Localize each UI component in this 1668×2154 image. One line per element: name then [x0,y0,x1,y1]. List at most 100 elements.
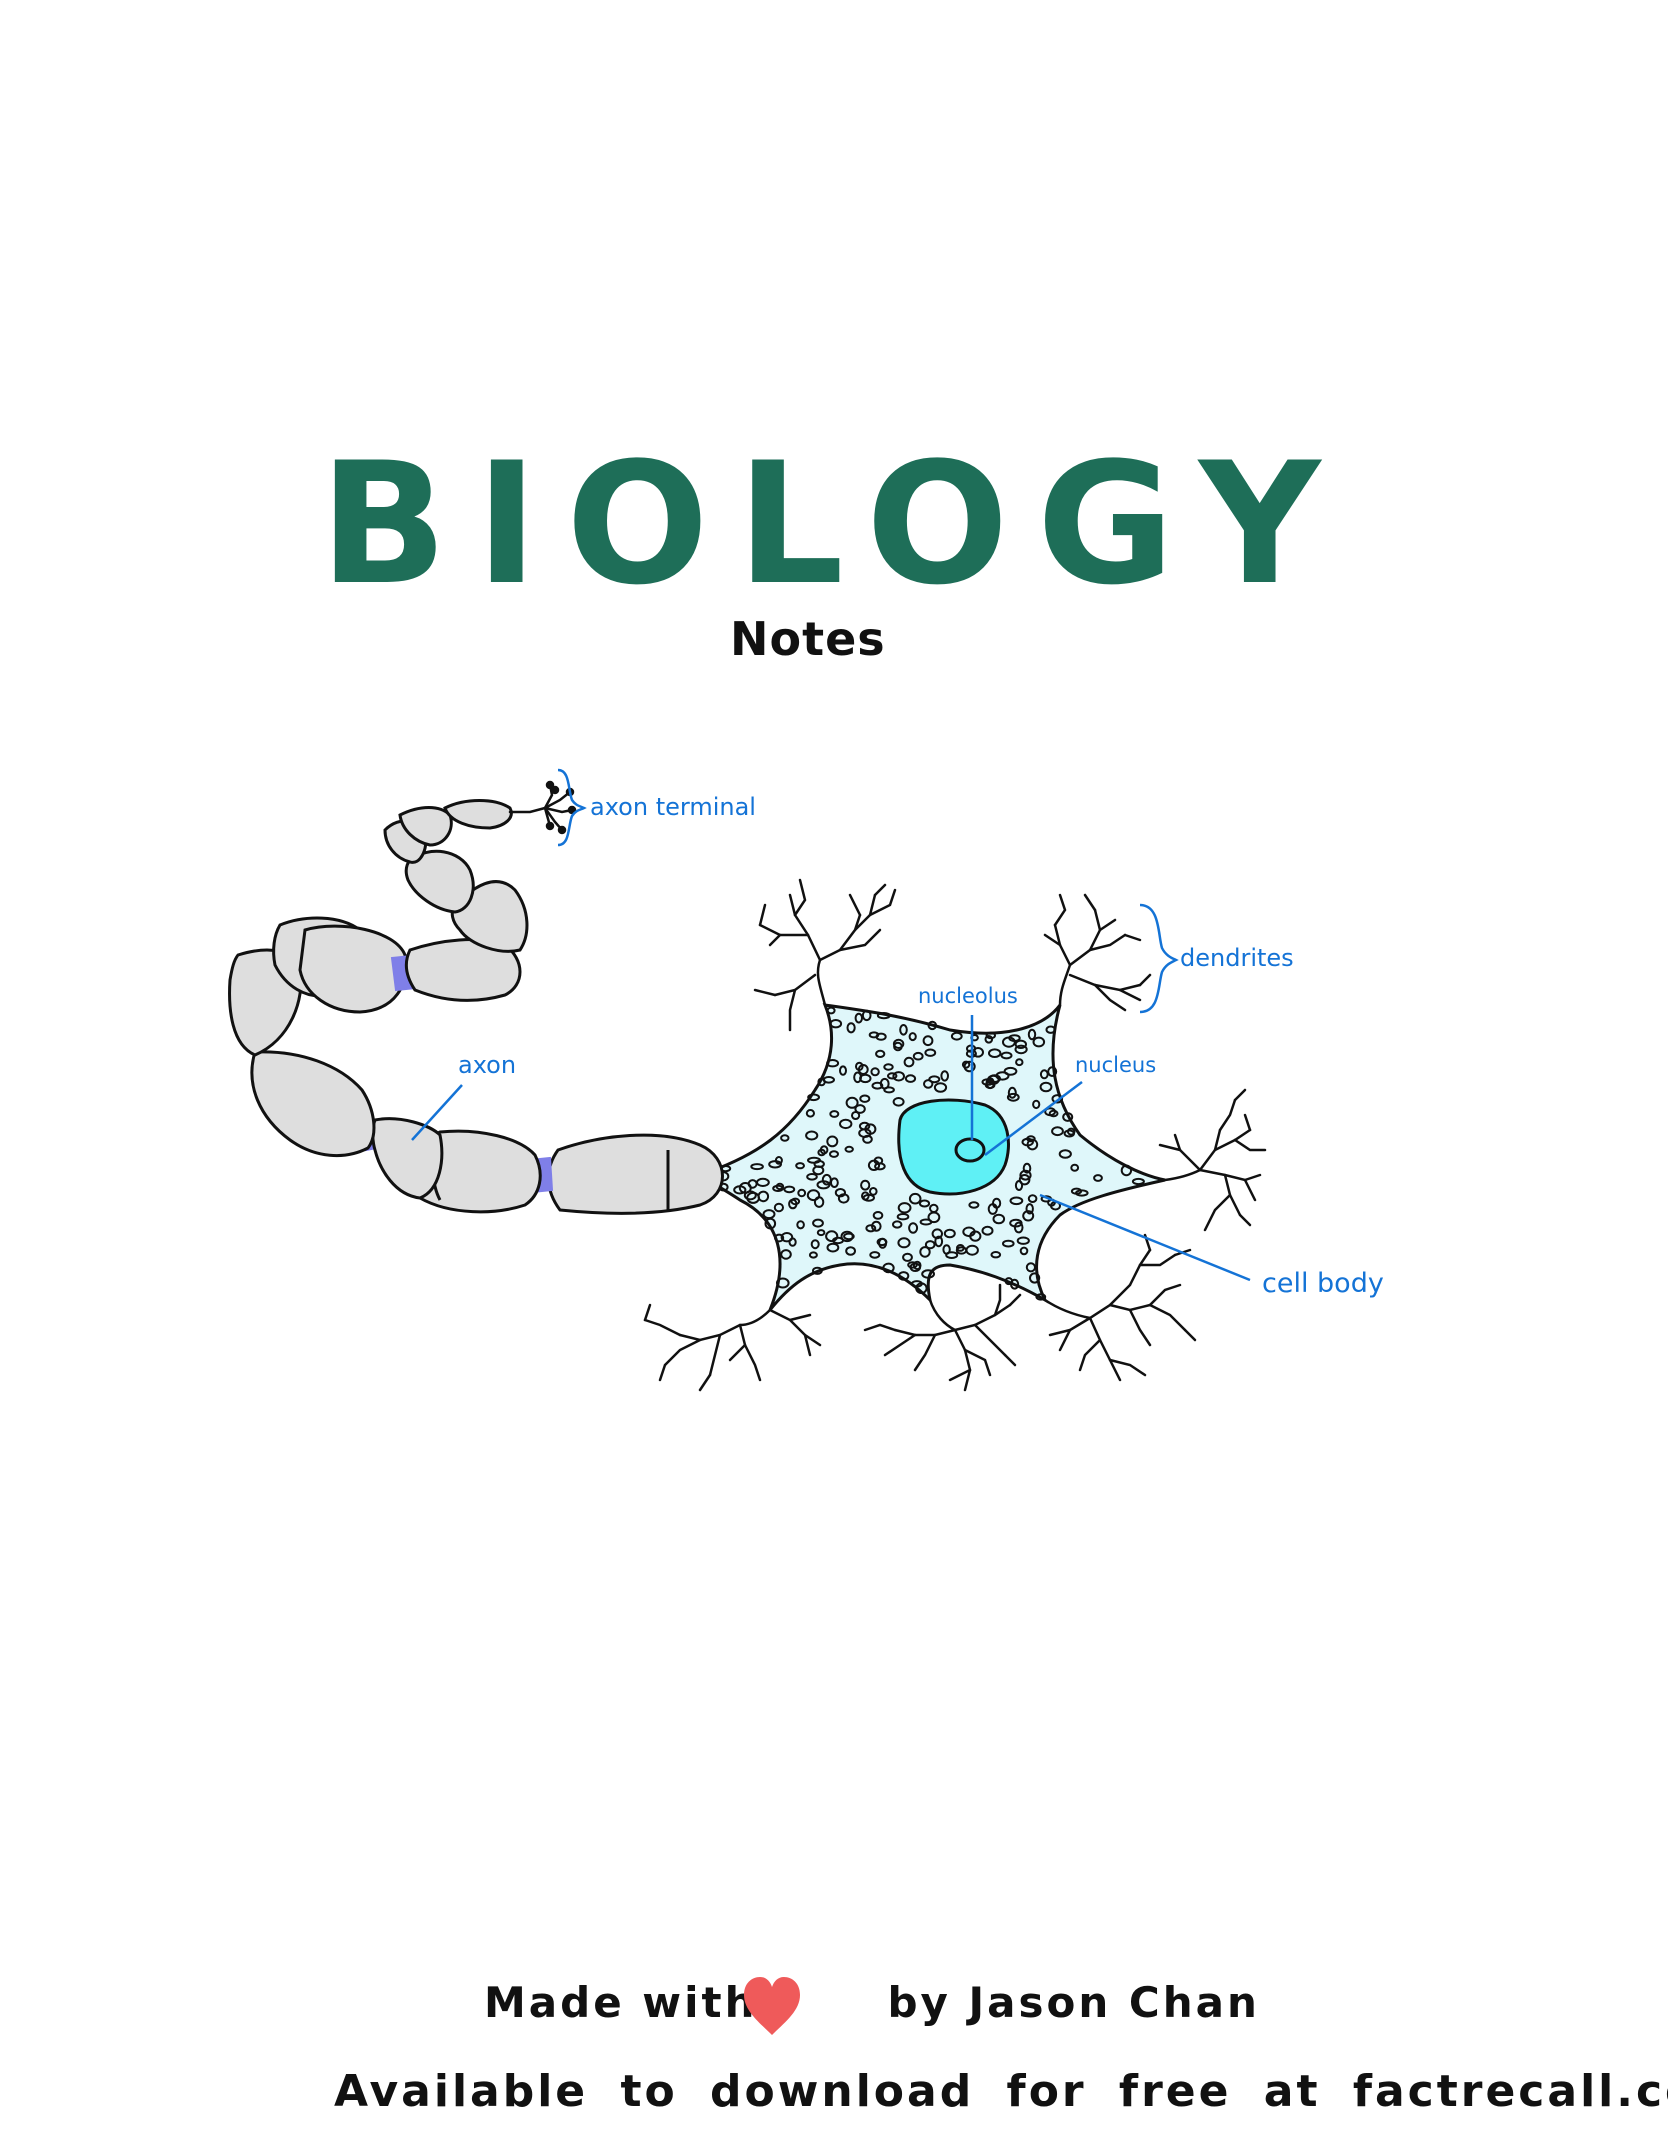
cytoplasm-speckle [1066,1127,1076,1136]
cytoplasm-speckle [903,1056,915,1068]
cytoplasm-speckle [908,1032,917,1042]
cytoplasm-speckle [829,1150,839,1158]
cytoplasm-speckle [918,1199,931,1208]
cytoplasm-speckle [924,1240,936,1250]
cytoplasm-speckle [869,1251,881,1259]
footer-download: Available to download for free at factre… [334,2066,1668,2117]
cytoplasm-speckle [1025,1203,1034,1215]
cytoplasm-speckle [1002,1036,1016,1048]
cytoplasm-speckle [733,1185,747,1195]
cytoplasm-speckle [795,1162,805,1170]
cytoplasm-speckle [845,1246,856,1256]
cytoplasm-speckle [892,1071,906,1082]
cytoplasm-speckle [945,1251,959,1259]
cytoplasm-speckle [969,1230,982,1242]
cytoplasm-speckle [825,1230,839,1243]
cytoplasm-speckle [797,1188,807,1198]
cytoplasm-speckle [816,1229,826,1237]
cytoplasm-speckle [1075,1189,1089,1197]
cytoplasm-speckle [1047,1066,1058,1077]
cytoplasm-speckle [806,1173,818,1181]
cytoplasm-speckle [1026,1138,1039,1151]
cytoplasm-speckle [1015,1058,1024,1067]
cytoplasm-speckle [908,1192,922,1205]
cytoplasm-speckle [837,1193,850,1204]
nucleolus [954,1137,986,1163]
heart-icon [744,1977,800,2035]
cytoplasm-speckle [1026,1135,1036,1143]
label-axon: axon [458,1051,516,1079]
cytoplasm-speckle [796,1220,805,1230]
cytoplasm-speckle [854,1012,863,1024]
cytoplasm-speckle [940,1070,950,1082]
cytoplasm-speckle [1058,1149,1072,1159]
cytoplasm-speckle [912,1051,924,1061]
cytoplasm-speckle [934,1235,944,1248]
cytoplasm-speckle [829,1110,840,1118]
cytoplasm-speckle [1014,1044,1028,1055]
cytoplasm-speckle [869,1187,878,1196]
cytoplasm-speckle [1002,1239,1015,1248]
cytoplasm-speckle [826,1006,836,1015]
cytoplasm-speckle [981,1225,994,1236]
cytoplasm-speckle [812,1266,823,1275]
cytoplasm-speckle [846,1022,856,1034]
dendrites [643,878,1267,1392]
cytoplasm-speckle [826,1242,840,1253]
cytoplasm-speckle [762,1209,776,1220]
cytoplasm-speckle [1018,1174,1031,1186]
cytoplasm-speckle [872,1211,884,1220]
cytoplasm-speckle [965,1244,979,1256]
cytoplasm-speckle [1016,1236,1030,1245]
cytoplasm-speckle [826,1135,839,1148]
cytoplasm-speckle [1051,1094,1064,1104]
cytoplasm-speckle [1093,1174,1103,1182]
cytoplasm-speckle [845,1096,859,1109]
page-subtitle: Notes [730,612,886,666]
cytoplasm-speckle [810,1239,820,1250]
cytoplasm-speckle [780,1232,794,1243]
label-nucleolus: nucleolus [918,984,1018,1008]
cytoplasm-speckle [919,1246,931,1258]
cytoplasm-speckle [806,1189,821,1202]
cytoplasm-speckle [1131,1177,1145,1186]
cytoplasm-speckle [826,1059,840,1068]
cytoplasm-speckle [1032,1036,1046,1048]
cytoplasm-speckle [1003,1066,1018,1076]
cytoplasm-speckle [768,1160,782,1169]
cytoplasm-speckle [924,1048,937,1057]
cytoplasm-speckle [813,1196,825,1208]
footer-made-with: Made with [484,1978,758,2027]
cytoplasm-speckle [874,1162,886,1171]
cytoplasm-speckle [883,1063,894,1071]
label-dendrites: dendrites [1180,944,1294,972]
cytoplasm-speckle [829,1019,843,1029]
cytoplasm-speckle [871,1081,884,1090]
cytoplasm-speckle [1010,1278,1020,1290]
cytoplasm-speckle [1027,1194,1038,1203]
cytoplasm-speckle [897,1237,911,1249]
cytoplasm-speckle [950,1031,963,1041]
cytoplasm-speckle [858,1121,871,1131]
cytoplasm-speckle [1013,1221,1024,1234]
cytoplasm-speckle [988,1074,1001,1083]
cytoplasm-speckle [860,1179,871,1191]
axon-terminal-bracket [557,768,587,847]
cytoplasm-speckle [1000,1051,1013,1060]
cytoplasm-speckle [757,1190,770,1203]
cytoplasm-speckle [1032,1099,1041,1110]
cytoplasm-speckle [908,1222,919,1234]
cytoplasm-speckle [1062,1112,1074,1122]
cytoplasm-speckle [1025,1262,1037,1273]
cytoplasm-speckle [843,1232,855,1241]
cytoplasm-speckle [1044,1107,1056,1117]
cytoplasm-speckle [887,1072,898,1080]
cytoplasm-speckle [910,1280,923,1288]
cytoplasm-speckle [774,1233,785,1243]
cytoplasm-speckle [907,1261,918,1269]
cytoplasm-speckle [773,1202,785,1213]
cytoplasm-speckle [1048,1109,1059,1118]
cytoplasm-speckle [840,1230,854,1243]
cytoplasm-speckle [783,1185,796,1194]
neuron-diagram: axon terminal dendrites nucleolus nucleu… [228,768,1384,1392]
